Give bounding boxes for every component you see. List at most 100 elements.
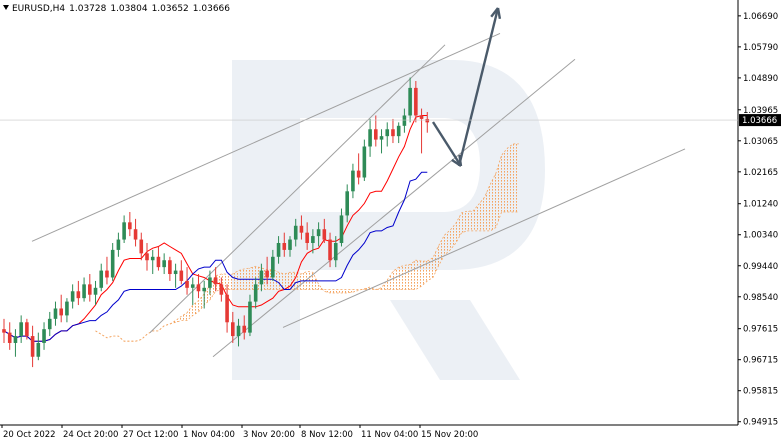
candle-body (190, 284, 195, 288)
high-value: 1.03804 (110, 4, 148, 14)
candle-body (70, 291, 75, 302)
candle-body (391, 129, 395, 137)
y-tick-label: 0.98540 (743, 293, 778, 303)
candle-body (128, 222, 132, 230)
x-tick-label: 20 Oct 2022 (3, 430, 56, 440)
close-value: 1.03666 (192, 4, 230, 14)
candle-body (116, 239, 121, 250)
y-tick-label: 1.02165 (743, 168, 778, 178)
candle-body (248, 301, 252, 333)
candle-body (99, 270, 104, 288)
candle-body (242, 325, 247, 333)
candle-body (276, 243, 281, 257)
candle-body (162, 260, 166, 268)
candle-body (150, 256, 155, 261)
forecast-arrows (431, 7, 502, 168)
candle-body (305, 232, 309, 244)
chart-header: EURUSD,H4 1.03728 1.03804 1.03652 1.03666 (3, 4, 234, 14)
y-tick-label: 1.03065 (743, 137, 778, 147)
candle-body (339, 215, 344, 244)
current-price-box (739, 114, 781, 127)
candle-body (42, 329, 46, 343)
candle-body (328, 239, 332, 261)
y-tick-label: 1.03965 (743, 106, 778, 116)
candle-body (202, 287, 206, 292)
symbol-label: EURUSD,H4 (12, 4, 66, 14)
candle-body (259, 270, 264, 285)
candle-body (196, 284, 201, 292)
trend-lines (31, 32, 686, 358)
current-price-label: 1.03666 (742, 116, 777, 126)
candle-body (110, 249, 115, 278)
ichimoku-cloud (95, 143, 519, 342)
candle-body (282, 243, 287, 250)
x-tick-label: 8 Nov 12:00 (301, 430, 353, 440)
candle-body (374, 129, 378, 140)
candle-body (265, 270, 269, 278)
candle-body (7, 332, 12, 343)
candle-body (185, 280, 189, 288)
watermark-logo (232, 60, 545, 380)
x-tick-label: 3 Nov 20:00 (243, 430, 295, 440)
y-tick-label: 1.05790 (743, 43, 778, 53)
candle-body (25, 322, 29, 337)
candle-body (293, 225, 298, 240)
candle-body (385, 129, 390, 137)
candle-body (59, 308, 63, 316)
y-tick-label: 1.06690 (743, 12, 778, 22)
low-value: 1.03652 (151, 4, 189, 14)
candle-body (213, 277, 218, 285)
y-tick-label: 0.97615 (743, 325, 778, 335)
y-tick-label: 0.94915 (743, 418, 778, 428)
lower-support-line (282, 148, 686, 328)
x-tick-label: 1 Nov 04:00 (183, 430, 235, 440)
senkou-span-a (95, 143, 519, 342)
candle-body (345, 191, 349, 216)
candle-body (65, 301, 69, 316)
kijun-sen-line (3, 171, 428, 342)
candlesticks (2, 77, 430, 368)
x-tick-label: 24 Oct 20:00 (63, 430, 118, 440)
x-tick-label: 15 Nov 20:00 (421, 430, 478, 440)
candle-body (145, 253, 149, 261)
collapse-triangle-icon[interactable] (3, 5, 9, 10)
up-arrow-head (490, 7, 502, 20)
x-tick-label: 11 Nov 04:00 (361, 430, 418, 440)
candle-body (208, 277, 212, 288)
candle-body (236, 325, 241, 337)
candle-body (93, 287, 98, 295)
candle-body (156, 256, 161, 268)
watermark-r-leg (390, 300, 520, 380)
candle-body (408, 87, 412, 116)
candle-body (2, 329, 6, 333)
candle-body (76, 291, 81, 299)
candle-body (173, 270, 178, 275)
candle-body (19, 322, 23, 337)
candle-body (231, 322, 235, 337)
candle-body (333, 243, 338, 261)
y-tick-label: 0.99440 (743, 262, 778, 272)
candle-body (139, 239, 144, 254)
y-tick-label: 0.95815 (743, 387, 778, 397)
candle-body (311, 236, 315, 244)
candle-body (53, 308, 58, 319)
candle-body (322, 229, 327, 240)
candle-body (13, 336, 18, 343)
candle-body (30, 336, 35, 357)
candle-body (82, 284, 86, 299)
candle-body (133, 229, 138, 240)
candle-body (47, 318, 52, 330)
candle-body (316, 229, 321, 237)
y-tick-label: 0.96715 (743, 356, 778, 366)
candle-body (379, 136, 384, 140)
candle-body (419, 115, 424, 119)
candle-body (253, 284, 258, 302)
y-tick-label: 1.00340 (743, 231, 778, 241)
candle-body (288, 239, 292, 250)
candle-body (362, 146, 367, 178)
inner-channel-line (212, 58, 576, 358)
candle-body (225, 294, 229, 323)
